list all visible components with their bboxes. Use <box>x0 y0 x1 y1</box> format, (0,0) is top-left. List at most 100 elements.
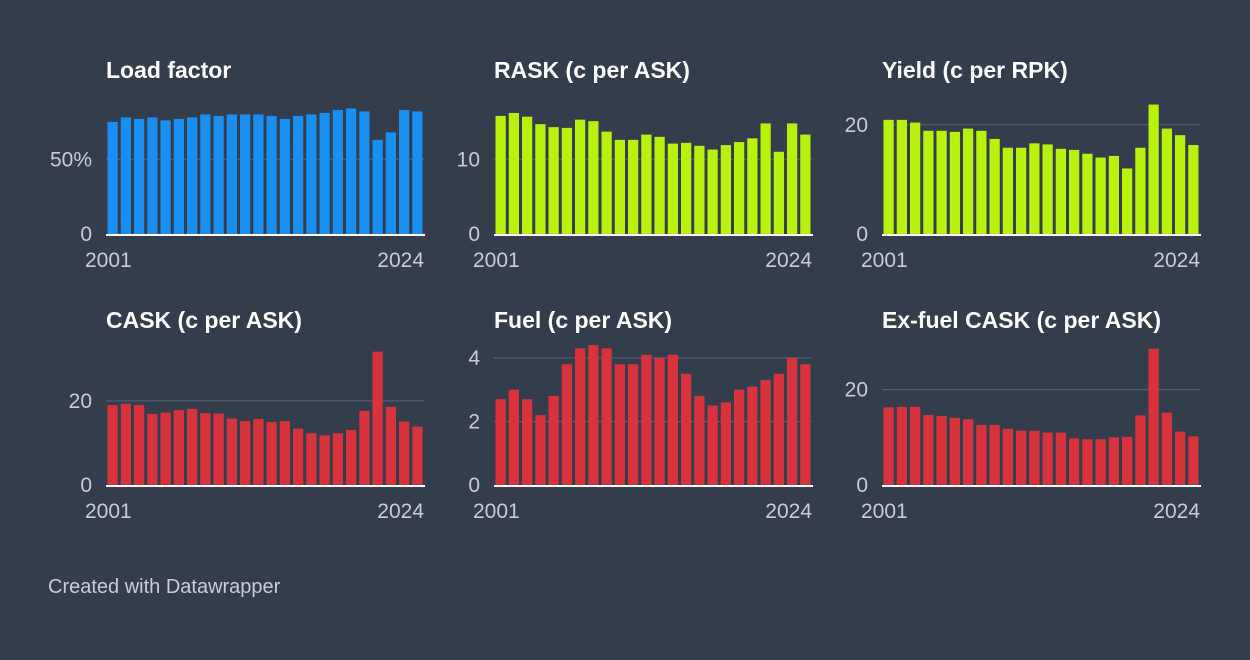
ex-fuel-cask-x-end-label: 2024 <box>1153 500 1200 523</box>
yield-x-end-label: 2024 <box>1153 249 1200 272</box>
rask-bar-2005 <box>548 127 559 234</box>
load-factor-bar-2019 <box>346 108 357 234</box>
ex-fuel-cask-bar-2010 <box>1002 428 1013 485</box>
load-factor-title: Load factor <box>106 57 231 83</box>
ex-fuel-cask-bar-2023 <box>1175 431 1186 485</box>
load-factor-x-end-label: 2024 <box>377 249 424 272</box>
yield-y-tick-label: 20 <box>845 114 868 137</box>
rask-bar-2012 <box>641 134 652 234</box>
rask-bar-2008 <box>588 121 599 234</box>
cask-bar-2012 <box>253 418 264 485</box>
yield-bar-2015 <box>1069 149 1080 234</box>
cask-y-tick-label: 20 <box>69 390 92 413</box>
load-factor-bar-2018 <box>332 109 343 234</box>
load-factor-bar-2008 <box>200 114 211 234</box>
load-factor-bar-2010 <box>226 114 237 234</box>
cask-title: CASK (c per ASK) <box>106 307 302 333</box>
rask-bar-2014 <box>667 143 678 234</box>
cask-bar-2004 <box>147 413 158 485</box>
yield-bar-2012 <box>1029 143 1040 234</box>
cask-bar-2014 <box>279 421 290 485</box>
fuel-bar-2002 <box>508 389 519 485</box>
load-factor-bar-2016 <box>306 114 317 234</box>
load-factor-y-tick-label: 50% <box>50 148 92 171</box>
load-factor-bar-2009 <box>213 115 224 234</box>
cask-bar-2024 <box>412 426 423 485</box>
load-factor-x-start-label: 2001 <box>85 249 132 272</box>
ex-fuel-cask-bar-2020 <box>1135 415 1146 485</box>
rask-bar-2001 <box>495 115 506 234</box>
fuel-bar-2019 <box>734 389 745 485</box>
ex-fuel-cask-bar-2003 <box>910 406 921 485</box>
load-factor-bar-2007 <box>187 117 198 234</box>
yield-bar-2018 <box>1108 155 1119 234</box>
load-factor-bar-2020 <box>359 111 370 234</box>
yield-bar-2007 <box>963 128 974 234</box>
ex-fuel-cask-bar-2006 <box>949 417 960 485</box>
fuel-x-start-label: 2001 <box>473 500 520 523</box>
ex-fuel-cask-x-start-label: 2001 <box>861 500 908 523</box>
yield-bar-2002 <box>896 119 907 234</box>
load-factor-bar-2024 <box>412 111 423 234</box>
fuel-bar-2021 <box>760 380 771 485</box>
yield-bar-2003 <box>910 122 921 234</box>
ex-fuel-cask-bar-2021 <box>1148 348 1159 485</box>
rask-x-start-label: 2001 <box>473 249 520 272</box>
cask-chart: CASK (c per ASK) 0 20 2001 2024 <box>69 307 425 523</box>
ex-fuel-cask-bar-2018 <box>1108 437 1119 485</box>
cask-bar-2018 <box>332 433 343 485</box>
load-factor-bar-2001 <box>107 121 118 234</box>
fuel-y-tick-label: 2 <box>468 410 480 433</box>
datawrapper-credit[interactable]: Created with Datawrapper <box>48 576 281 598</box>
fuel-bar-2008 <box>588 345 599 485</box>
yield-chart: Yield (c per RPK) 0 20 2001 2024 <box>845 57 1201 272</box>
load-factor-bar-2013 <box>266 115 277 234</box>
fuel-bar-2014 <box>667 354 678 485</box>
cask-bar-2005 <box>160 412 171 485</box>
yield-x-start-label: 2001 <box>861 249 908 272</box>
load-factor-bar-2002 <box>120 117 131 234</box>
cask-bar-2022 <box>385 406 396 485</box>
rask-bar-2023 <box>787 123 798 234</box>
fuel-y-tick-label: 0 <box>468 474 480 497</box>
ex-fuel-cask-bar-2013 <box>1042 432 1053 485</box>
load-factor-bar-2003 <box>134 118 145 234</box>
fuel-bar-2017 <box>707 405 718 485</box>
cask-y-tick-label: 0 <box>80 474 92 497</box>
ex-fuel-cask-bar-2008 <box>976 424 987 485</box>
fuel-bar-2001 <box>495 399 506 485</box>
cask-bar-2011 <box>240 421 251 485</box>
yield-bar-2024 <box>1188 144 1199 234</box>
rask-bar-2017 <box>707 149 718 234</box>
rask-y-tick-label: 0 <box>468 223 480 246</box>
yield-bar-2009 <box>989 138 1000 234</box>
rask-bar-2003 <box>522 116 533 234</box>
cask-bar-2007 <box>187 408 198 485</box>
yield-bar-2021 <box>1148 104 1159 234</box>
cask-bar-2010 <box>226 418 237 485</box>
ex-fuel-cask-bar-2017 <box>1095 439 1106 485</box>
load-factor-bar-2004 <box>147 117 158 234</box>
cask-bar-2013 <box>266 421 277 485</box>
cask-bar-2020 <box>359 410 370 485</box>
yield-bar-2013 <box>1042 144 1053 234</box>
load-factor-bar-2005 <box>160 120 171 234</box>
fuel-bar-2010 <box>614 364 625 485</box>
cask-bar-2009 <box>213 413 224 485</box>
yield-bar-2017 <box>1095 157 1106 234</box>
ex-fuel-cask-bar-2007 <box>963 419 974 485</box>
yield-y-tick-label: 0 <box>856 223 868 246</box>
cask-bar-2002 <box>120 403 131 485</box>
yield-bar-2010 <box>1002 147 1013 234</box>
cask-bar-2015 <box>293 428 304 485</box>
fuel-bar-2016 <box>694 396 705 485</box>
ex-fuel-cask-bar-2001 <box>883 407 894 485</box>
ex-fuel-cask-bar-2011 <box>1016 430 1027 485</box>
fuel-x-end-label: 2024 <box>765 500 812 523</box>
load-factor-bar-2011 <box>240 114 251 234</box>
fuel-bar-2023 <box>787 357 798 485</box>
yield-bar-2023 <box>1175 135 1186 234</box>
rask-bar-2020 <box>747 138 758 234</box>
rask-x-end-label: 2024 <box>765 249 812 272</box>
ex-fuel-cask-bar-2004 <box>923 414 934 485</box>
